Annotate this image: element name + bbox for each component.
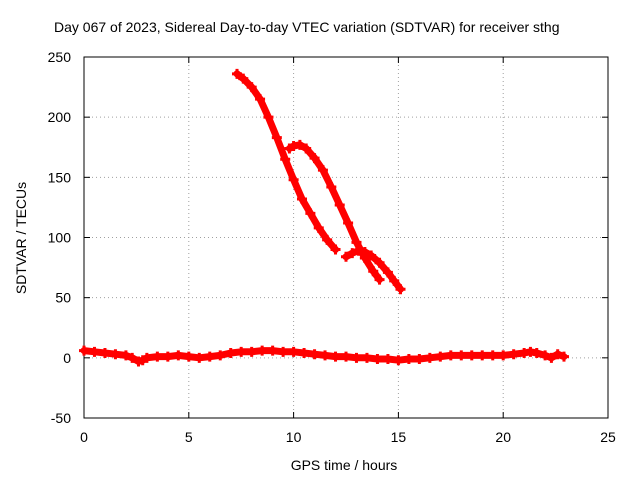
x-tick-label: 15 bbox=[391, 429, 407, 445]
y-tick-label: 50 bbox=[55, 290, 71, 306]
data-point bbox=[296, 193, 307, 204]
data-point bbox=[334, 200, 345, 211]
data-point bbox=[424, 352, 435, 363]
data-point bbox=[278, 346, 289, 357]
data-point bbox=[267, 345, 278, 356]
data-point bbox=[531, 348, 542, 359]
data-point bbox=[288, 174, 299, 185]
data-point bbox=[309, 349, 320, 360]
data-point bbox=[382, 267, 393, 278]
data-point bbox=[326, 181, 337, 192]
data-point bbox=[225, 348, 236, 359]
data-point bbox=[347, 248, 358, 259]
chart-title: Day 067 of 2023, Sidereal Day-to-day VTE… bbox=[54, 19, 560, 35]
y-tick-label: 0 bbox=[63, 350, 71, 366]
data-point bbox=[341, 351, 351, 362]
data-point bbox=[498, 350, 509, 361]
data-point bbox=[294, 139, 305, 150]
data-point bbox=[299, 348, 310, 359]
data-point bbox=[435, 351, 446, 362]
data-point bbox=[255, 94, 266, 105]
data-point bbox=[313, 222, 324, 233]
data-point bbox=[204, 351, 215, 362]
y-tick-label: 150 bbox=[48, 169, 72, 185]
y-tick-label: 250 bbox=[48, 49, 72, 65]
data-point bbox=[173, 350, 184, 361]
data-point bbox=[558, 351, 569, 362]
data-point bbox=[477, 350, 488, 361]
data-point bbox=[330, 244, 341, 255]
data-point bbox=[374, 274, 385, 285]
y-tick-label: 100 bbox=[48, 230, 72, 246]
data-point bbox=[341, 251, 351, 262]
data-point bbox=[301, 143, 312, 154]
data-point bbox=[487, 350, 498, 361]
y-tick-label: 200 bbox=[48, 109, 72, 125]
data-point bbox=[152, 351, 163, 362]
data-point bbox=[351, 237, 362, 248]
data-point bbox=[508, 349, 519, 360]
x-axis-label: GPS time / hours bbox=[290, 457, 398, 473]
data-point bbox=[395, 284, 406, 295]
data-point bbox=[99, 348, 110, 359]
data-point bbox=[317, 165, 328, 176]
x-tick-label: 25 bbox=[600, 429, 616, 445]
data-point bbox=[320, 350, 331, 361]
data-point bbox=[120, 350, 131, 361]
data-point bbox=[263, 112, 274, 123]
data-point bbox=[236, 346, 247, 357]
data-point bbox=[382, 354, 393, 365]
data-point bbox=[215, 350, 226, 361]
data-point bbox=[271, 132, 282, 143]
data-point bbox=[183, 351, 194, 362]
data-point bbox=[257, 345, 268, 356]
data-point bbox=[343, 218, 354, 229]
data-point bbox=[359, 246, 370, 257]
data-point bbox=[322, 234, 333, 245]
data-point bbox=[238, 73, 249, 84]
data-point bbox=[456, 350, 467, 361]
plot-frame bbox=[83, 56, 609, 419]
data-point bbox=[374, 257, 385, 268]
data-point bbox=[280, 154, 291, 165]
data-point bbox=[361, 352, 372, 363]
data-point bbox=[141, 352, 152, 363]
data-point bbox=[330, 351, 341, 362]
data-point bbox=[389, 275, 400, 286]
data-point bbox=[368, 266, 379, 277]
x-tick-label: 0 bbox=[80, 429, 88, 445]
data-point bbox=[351, 352, 362, 363]
data-point bbox=[540, 350, 551, 361]
x-tick-label: 10 bbox=[286, 429, 302, 445]
data-point bbox=[445, 350, 456, 361]
data-point bbox=[110, 349, 121, 360]
data-point bbox=[194, 352, 205, 363]
data-point bbox=[393, 355, 404, 366]
data-point bbox=[466, 350, 477, 361]
data-point bbox=[305, 208, 316, 219]
data-point bbox=[127, 352, 138, 363]
x-tick-label: 20 bbox=[495, 429, 511, 445]
data-point bbox=[246, 346, 257, 357]
data-point bbox=[288, 346, 299, 357]
x-tick-label: 5 bbox=[185, 429, 193, 445]
data-point bbox=[546, 352, 557, 363]
data-point bbox=[79, 345, 89, 356]
data-point bbox=[403, 354, 414, 365]
y-tick-label: -50 bbox=[51, 410, 71, 426]
data-point bbox=[232, 68, 243, 79]
data-point bbox=[366, 250, 377, 261]
data-point bbox=[89, 346, 100, 357]
data-point bbox=[246, 82, 257, 93]
data-point bbox=[372, 354, 383, 365]
data-point bbox=[309, 153, 320, 164]
data-point bbox=[414, 354, 425, 365]
data-point bbox=[552, 349, 563, 360]
data-point bbox=[162, 351, 173, 362]
